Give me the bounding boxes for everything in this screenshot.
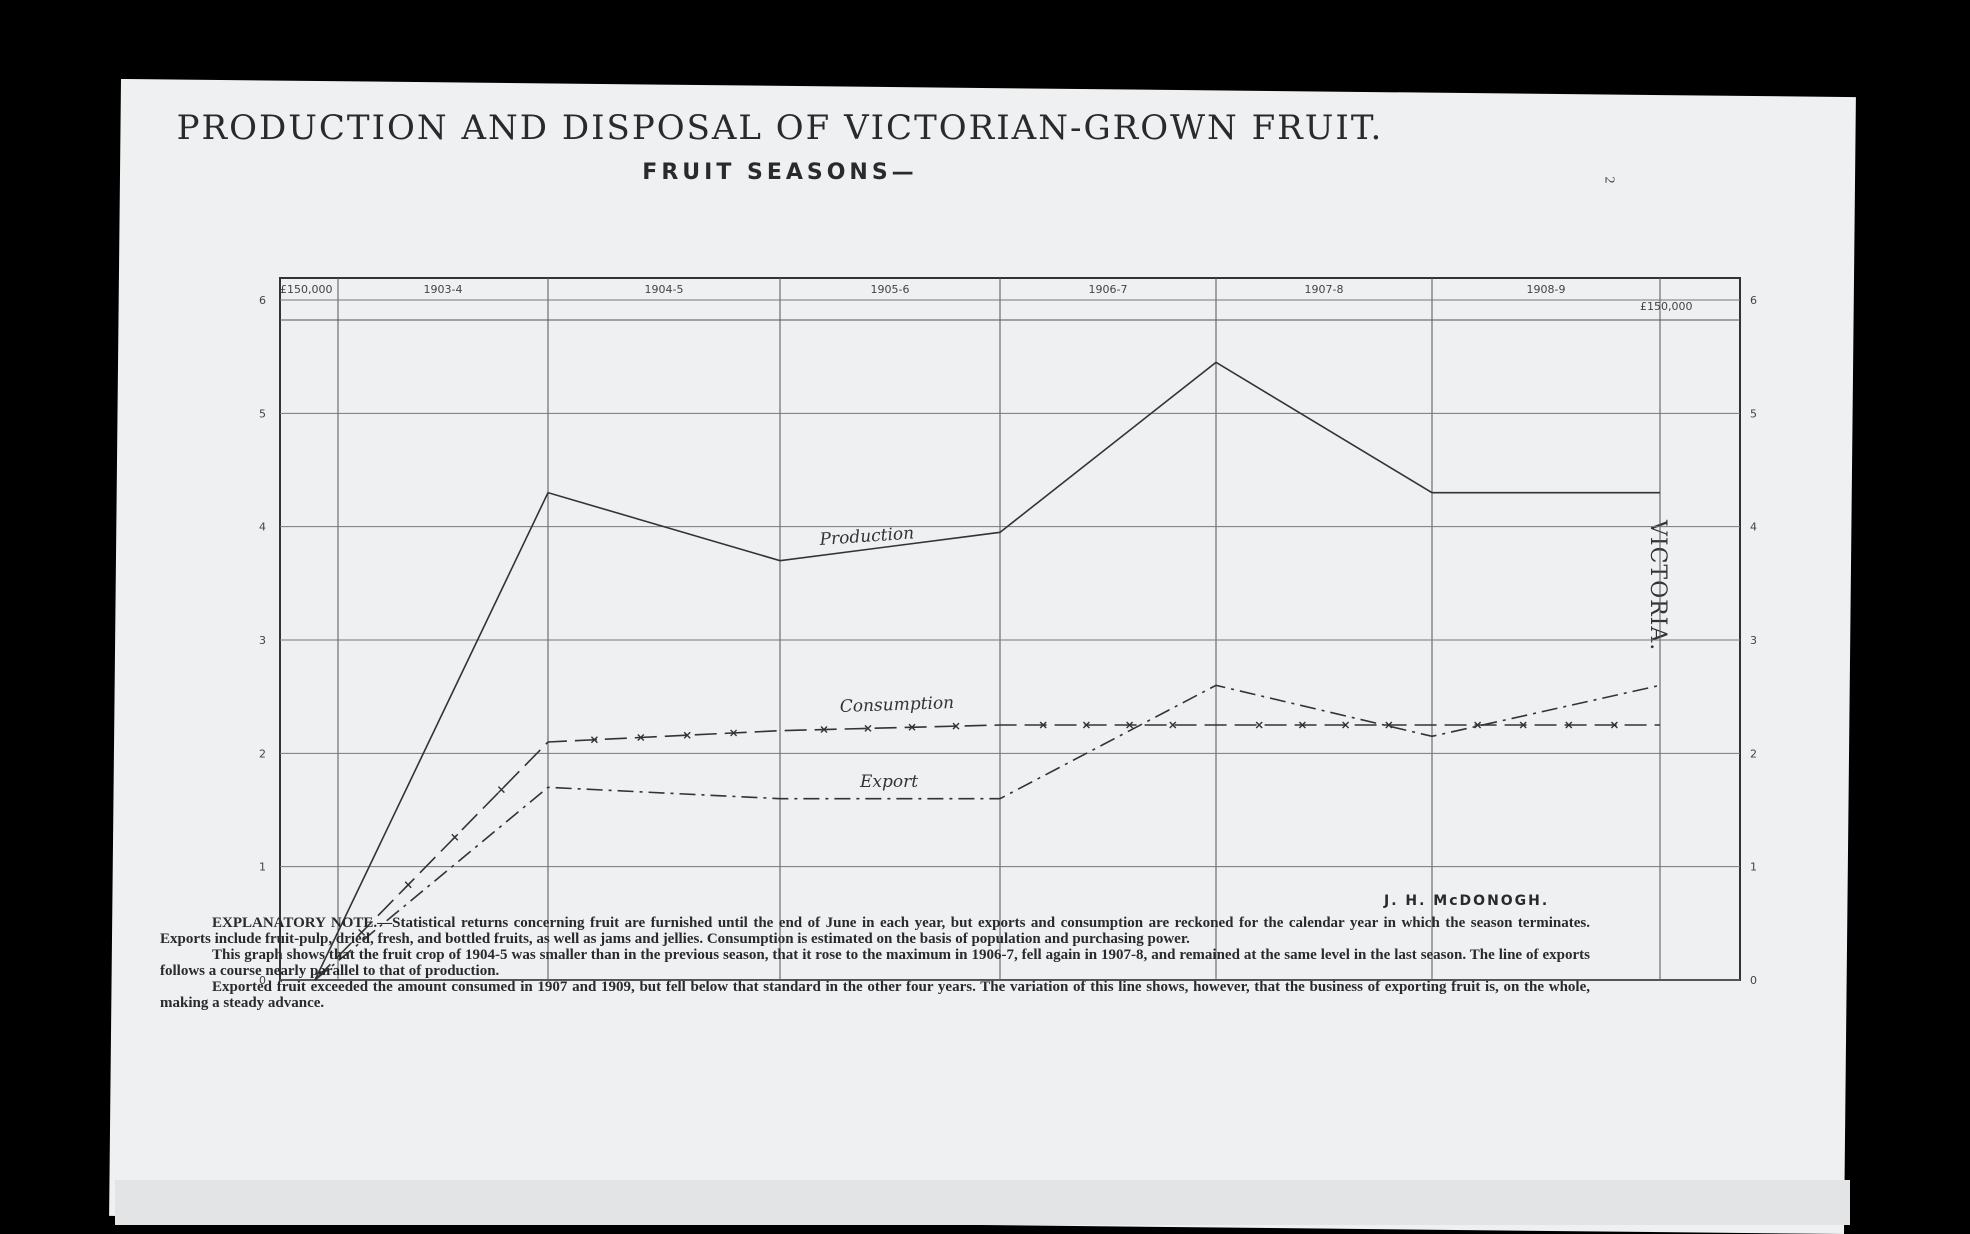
- y-unit-label-left: £150,000: [280, 283, 333, 296]
- season-label: 1903-4: [424, 283, 463, 296]
- side-label: VICTORIA.: [1645, 520, 1670, 652]
- note-paragraph-2: This graph shows that the fruit crop of …: [160, 947, 1590, 979]
- page-edge: [115, 1180, 1850, 1225]
- series-label-export: Export: [859, 772, 918, 792]
- y-tick-label-left: 2: [259, 747, 266, 760]
- y-tick-label-left: 4: [259, 521, 266, 534]
- series-lines: [314, 361, 1661, 981]
- series-line-production: [314, 361, 1660, 981]
- y-ticks-left: 0 1 2 3 4 5 6: [259, 294, 266, 987]
- note-text-1: Statistical returns concerning fruit are…: [160, 915, 1590, 947]
- series-labels: Production Consumption Export: [818, 523, 954, 792]
- series-marker-consumption: [864, 724, 872, 732]
- series-marker-consumption: [637, 733, 645, 741]
- series-label-consumption: Consumption: [839, 693, 954, 717]
- series-marker-consumption: [1039, 721, 1047, 729]
- series-marker-consumption: [404, 881, 412, 889]
- chart-frame: [279, 277, 1741, 981]
- series-marker-consumption: [1298, 721, 1306, 729]
- y-tick-label-left: 6: [259, 294, 266, 307]
- season-label: 1904-5: [645, 283, 684, 296]
- series-marker-consumption: [590, 736, 598, 744]
- series-marker-consumption: [1610, 721, 1618, 729]
- season-label: 1908-9: [1527, 283, 1566, 296]
- note-lead: EXPLANATORY NOTE.—: [212, 915, 393, 931]
- y-tick-label-left: 1: [259, 861, 266, 874]
- season-label: 1907-8: [1305, 283, 1344, 296]
- note-paragraph-1: EXPLANATORY NOTE.—Statistical returns co…: [160, 915, 1590, 947]
- series-marker-consumption: [1082, 721, 1090, 729]
- series-label-production: Production: [818, 523, 915, 550]
- series-marker-consumption: [1169, 721, 1177, 729]
- series-line-consumption: [314, 724, 1660, 981]
- series-marker-consumption: [497, 786, 505, 794]
- series-marker-consumption: [908, 723, 916, 731]
- series-marker-consumption: [1126, 721, 1134, 729]
- y-tick-label-right: 2: [1750, 747, 1757, 760]
- y-tick-label-right: 3: [1750, 634, 1757, 647]
- note-paragraph-3: Exported fruit exceeded the amount consu…: [160, 979, 1590, 1011]
- series-marker-consumption: [451, 833, 459, 841]
- y-tick-label-right: 0: [1750, 974, 1757, 987]
- series-marker-consumption: [820, 726, 828, 734]
- series-marker-consumption: [1474, 721, 1482, 729]
- author-signature: J. H. McDONOGH.: [1384, 893, 1550, 909]
- y-tick-label-right: 4: [1750, 521, 1757, 534]
- y-ticks-right: 0 1 2 3 4 5 6: [1750, 294, 1757, 987]
- y-tick-label-right: 5: [1750, 407, 1757, 420]
- chart-subtitle: FRUIT SEASONS—: [642, 160, 918, 185]
- series-marker-consumption: [1255, 721, 1263, 729]
- y-unit-label-right: £150,000: [1640, 300, 1693, 313]
- y-tick-label-left: 0: [259, 974, 266, 987]
- series-marker-consumption: [683, 731, 691, 739]
- series-marker-consumption: [358, 928, 366, 936]
- y-tick-label-left: 5: [259, 407, 266, 420]
- series-marker-consumption: [1342, 721, 1350, 729]
- chart-title: PRODUCTION AND DISPOSAL OF VICTORIAN-GRO…: [176, 108, 1384, 148]
- y-tick-label-left: 3: [259, 634, 266, 647]
- series-line-export: [314, 684, 1661, 981]
- plot-border: [279, 277, 1741, 981]
- explanatory-note: EXPLANATORY NOTE.—Statistical returns co…: [160, 915, 1590, 1011]
- y-tick-label-right: 6: [1750, 294, 1757, 307]
- season-labels: 1903-4 1904-5 1905-6 1906-7 1907-8 1908-9: [424, 283, 1566, 296]
- series-marker-consumption: [952, 722, 960, 730]
- season-label: 1905-6: [871, 283, 910, 296]
- series-marker-consumption: [1565, 721, 1573, 729]
- chart-grid: [280, 278, 1740, 981]
- season-label: 1906-7: [1089, 283, 1128, 296]
- series-marker-consumption: [730, 729, 738, 737]
- series-marker-consumption: [1519, 721, 1527, 729]
- y-tick-label-right: 1: [1750, 861, 1757, 874]
